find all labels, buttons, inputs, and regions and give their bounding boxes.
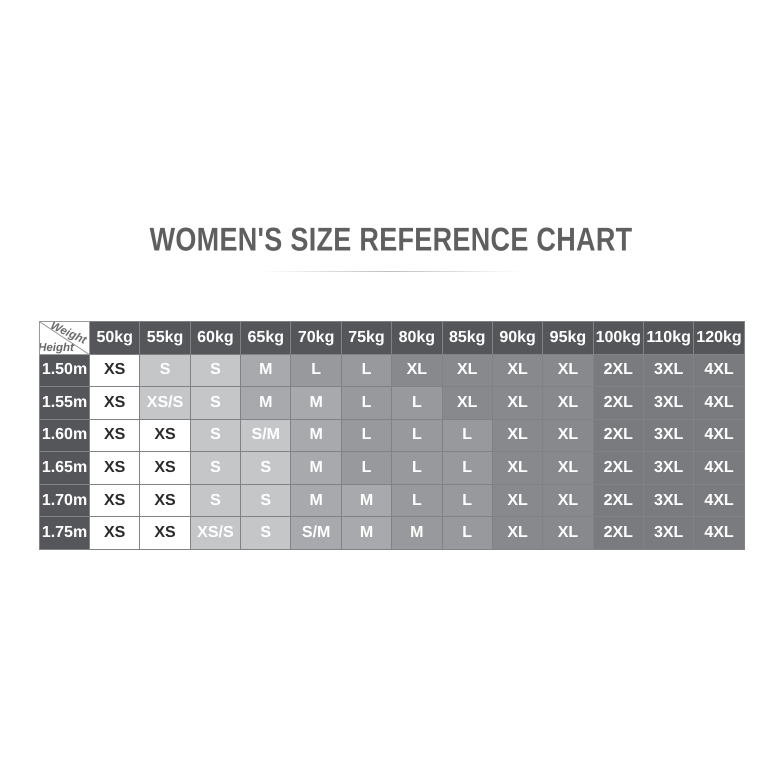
svg-text:Height: Height (40, 342, 75, 354)
